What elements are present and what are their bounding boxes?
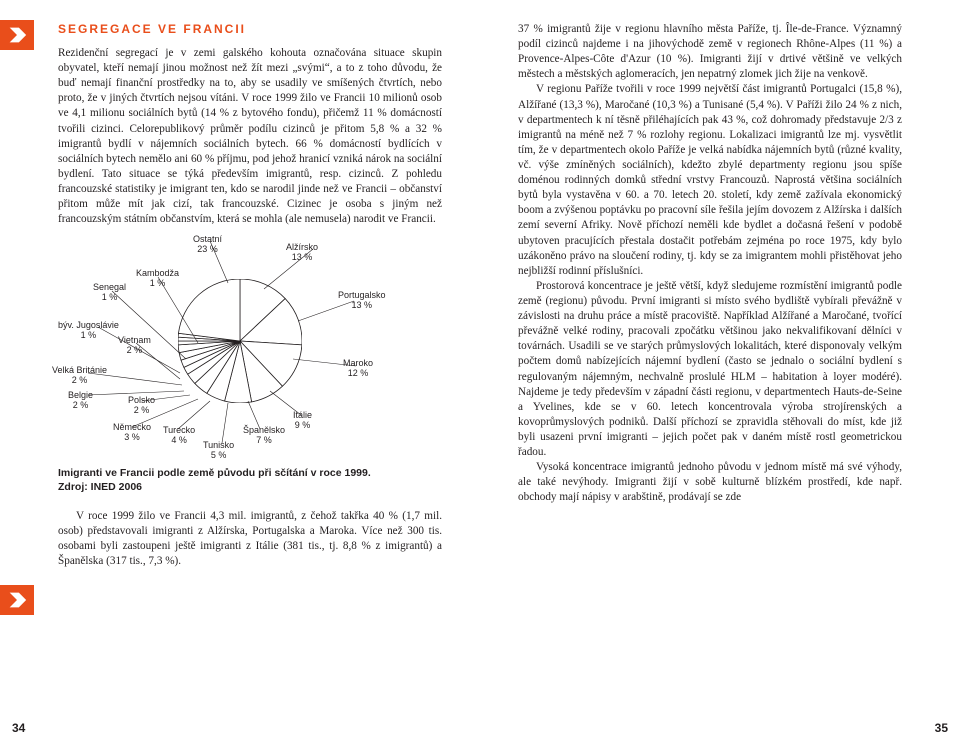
caption-line-1: Imigranti ve Francii podle země původu p… — [58, 467, 371, 479]
body-paragraph: V regionu Paříže tvořili v roce 1999 nej… — [518, 82, 902, 278]
chart-caption: Imigranti ve Francii podle země původu p… — [58, 467, 442, 494]
body-paragraph: Rezidenční segregací je v zemi galského … — [58, 46, 442, 227]
body-paragraph: V roce 1999 žilo ve Francii 4,3 mil. imi… — [58, 509, 442, 569]
pie-slice — [178, 279, 240, 341]
pie-label: Belgie2 % — [68, 391, 93, 411]
section-marker-icon — [0, 20, 34, 50]
page-number-left: 34 — [12, 721, 25, 735]
body-paragraph: Vysoká koncentrace imigrantů jednoho pův… — [518, 460, 902, 505]
pie-label: Polsko2 % — [128, 396, 155, 416]
pie-label: Maroko12 % — [343, 359, 373, 379]
pie-label: Tunisko5 % — [203, 441, 234, 461]
pie-label: Ostatní23 % — [193, 235, 222, 255]
pie-label: Turecko4 % — [163, 426, 195, 446]
caption-line-2: Zdroj: INED 2006 — [58, 481, 142, 493]
pie-label: Itálie9 % — [293, 411, 312, 431]
section-heading: SEGREGACE VE FRANCII — [58, 22, 442, 36]
pie-label: Kambodža1 % — [136, 269, 179, 289]
pie-chart: Ostatní23 % Alžírsko13 % Portugalsko13 % Ma… — [58, 231, 428, 461]
leader-line — [222, 403, 228, 443]
pie-label: Velká Británie2 % — [52, 366, 107, 386]
pie-label: Portugalsko13 % — [338, 291, 386, 311]
pie-svg-holder — [178, 279, 302, 408]
pie-label: Německo3 % — [113, 423, 151, 443]
page-spread: SEGREGACE VE FRANCII Rezidenční segregac… — [0, 0, 960, 743]
body-paragraph: Prostorová koncentrace je ještě větší, k… — [518, 279, 902, 460]
page-number-right: 35 — [935, 721, 948, 735]
pie-label: Vietnam2 % — [118, 336, 151, 356]
pie-label: Senegal1 % — [93, 283, 126, 303]
pie-label: Španělsko7 % — [243, 426, 285, 446]
pie-label: Alžírsko13 % — [286, 243, 318, 263]
body-paragraph: 37 % imigrantů žije v regionu hlavního m… — [518, 22, 902, 82]
left-column: SEGREGACE VE FRANCII Rezidenční segregac… — [0, 0, 480, 743]
right-column: 37 % imigrantů žije v regionu hlavního m… — [480, 0, 960, 743]
caption-marker-icon — [0, 585, 34, 615]
pie-label: býv. Jugoslávie1 % — [58, 321, 119, 341]
